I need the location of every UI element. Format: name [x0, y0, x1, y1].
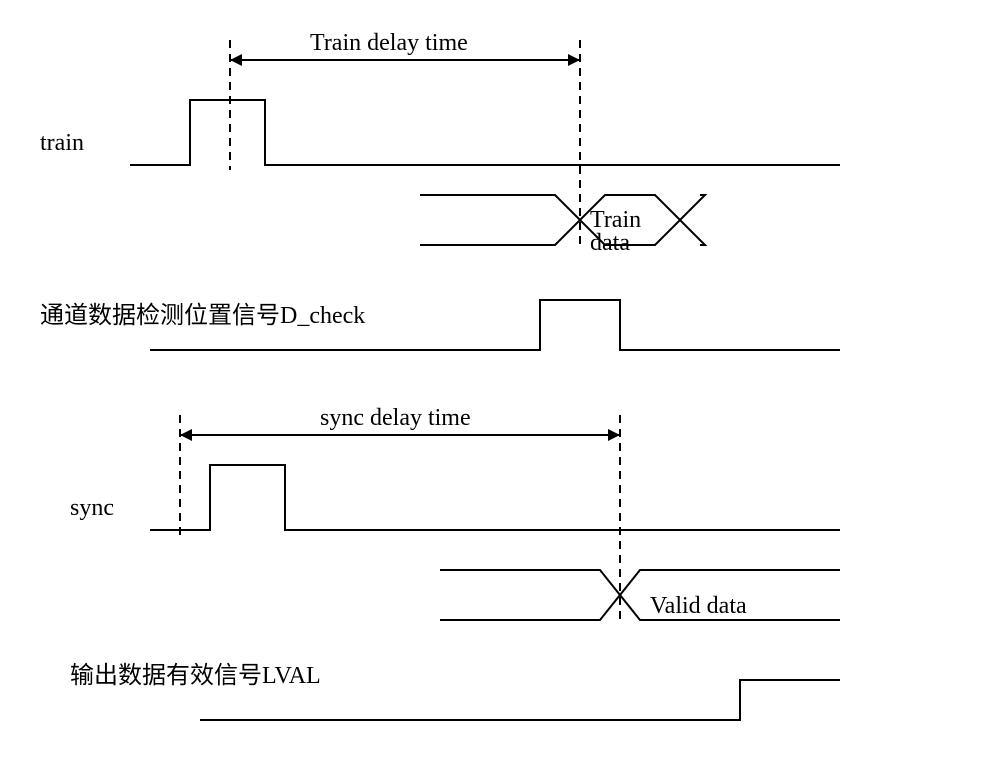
- valid-data-label: Valid data: [650, 593, 747, 620]
- train-label: train: [40, 130, 84, 157]
- sync-label: sync: [70, 495, 114, 522]
- train-delay-label: Train delay time: [310, 30, 468, 57]
- lval-label: 输出数据有效信号LVAL: [70, 655, 321, 690]
- dcheck-label: 通道数据检测位置信号D_check: [40, 295, 365, 330]
- train-data-label-2: data: [590, 230, 630, 257]
- sync-delay-label: sync delay time: [320, 405, 471, 432]
